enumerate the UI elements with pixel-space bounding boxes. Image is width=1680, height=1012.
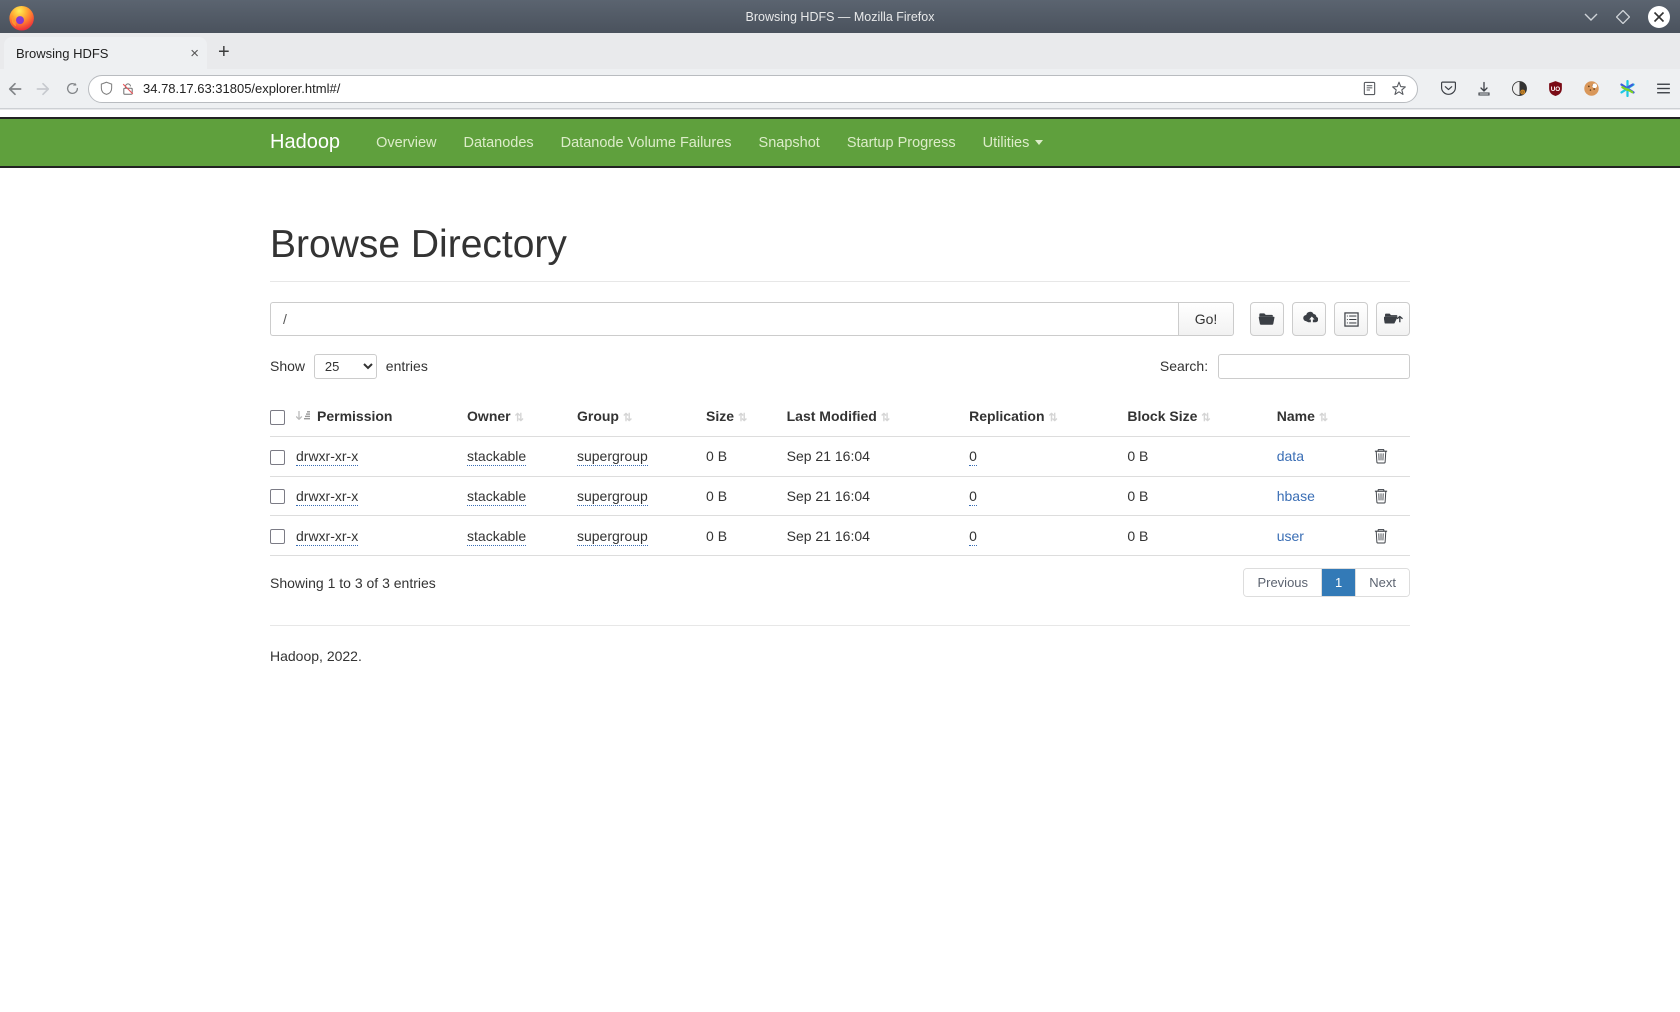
svg-text:UO: UO <box>1551 86 1561 93</box>
